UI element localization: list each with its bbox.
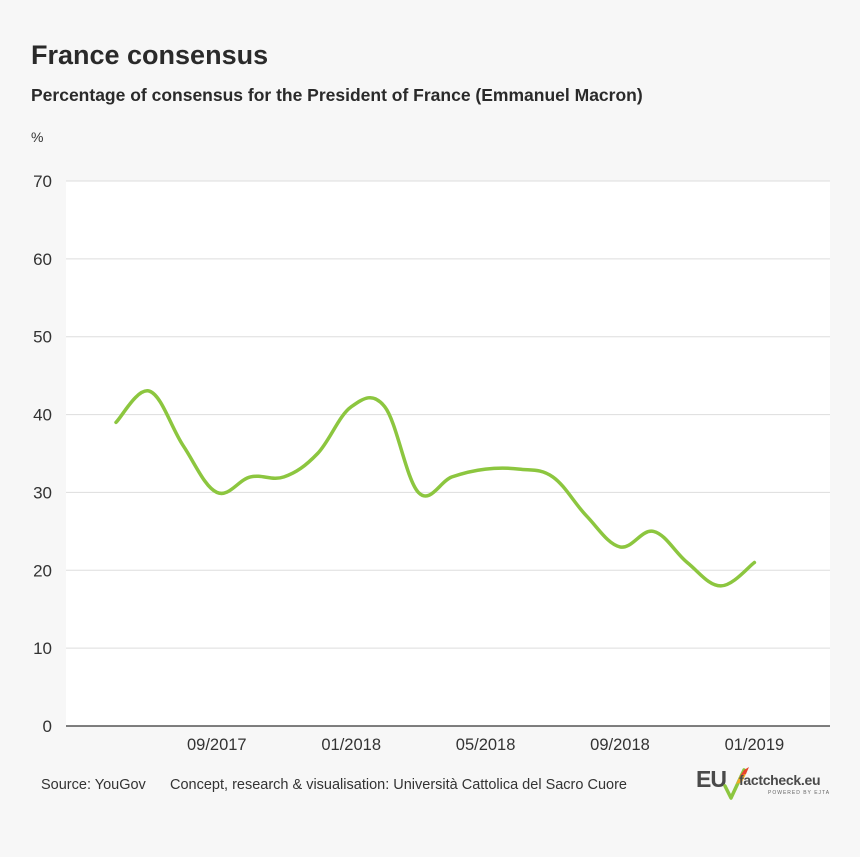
chart-title: France consensus — [31, 40, 269, 70]
y-tick-label-20: 20 — [33, 561, 52, 580]
chart-subtitle: Percentage of consensus for the Presiden… — [31, 85, 643, 105]
y-tick-label-30: 30 — [33, 483, 52, 502]
y-tick-label-50: 50 — [33, 328, 52, 347]
checkmark-flag-icon — [723, 767, 749, 800]
plot-area — [66, 181, 830, 726]
x-tick-label-2017-09: 09/2017 — [187, 736, 247, 754]
x-tick-label-2018-05: 05/2018 — [456, 736, 516, 754]
series-line-consensus — [114, 389, 757, 588]
y-axis-unit: % — [31, 129, 44, 145]
gridlines — [66, 180, 830, 649]
y-tick-label-40: 40 — [33, 406, 52, 425]
logo-eu-text: EU — [696, 766, 727, 792]
y-tick-label-60: 60 — [33, 250, 52, 269]
source-note: Source: YouGov — [41, 777, 146, 793]
logo-factcheck-text: factcheck.eu — [739, 772, 821, 788]
x-tick-labels: 09/2017 01/2018 05/2018 09/2018 01/2019 — [187, 736, 784, 754]
x-tick-label-2018-09: 09/2018 — [590, 736, 650, 754]
y-tick-label-0: 0 — [43, 717, 52, 736]
y-tick-label-70: 70 — [33, 172, 52, 191]
x-tick-label-2019-01: 01/2019 — [725, 736, 785, 754]
y-tick-label-10: 10 — [33, 639, 52, 658]
y-tick-labels: 0 10 20 30 40 50 60 70 — [33, 172, 52, 736]
credit-note: Concept, research & visualisation: Unive… — [170, 777, 627, 793]
eu-factcheck-logo: EU factcheck.eu POWERED BY EJTA — [696, 764, 836, 804]
logo-powered-text: POWERED BY EJTA — [768, 790, 831, 796]
x-tick-label-2018-01: 01/2018 — [321, 736, 381, 754]
